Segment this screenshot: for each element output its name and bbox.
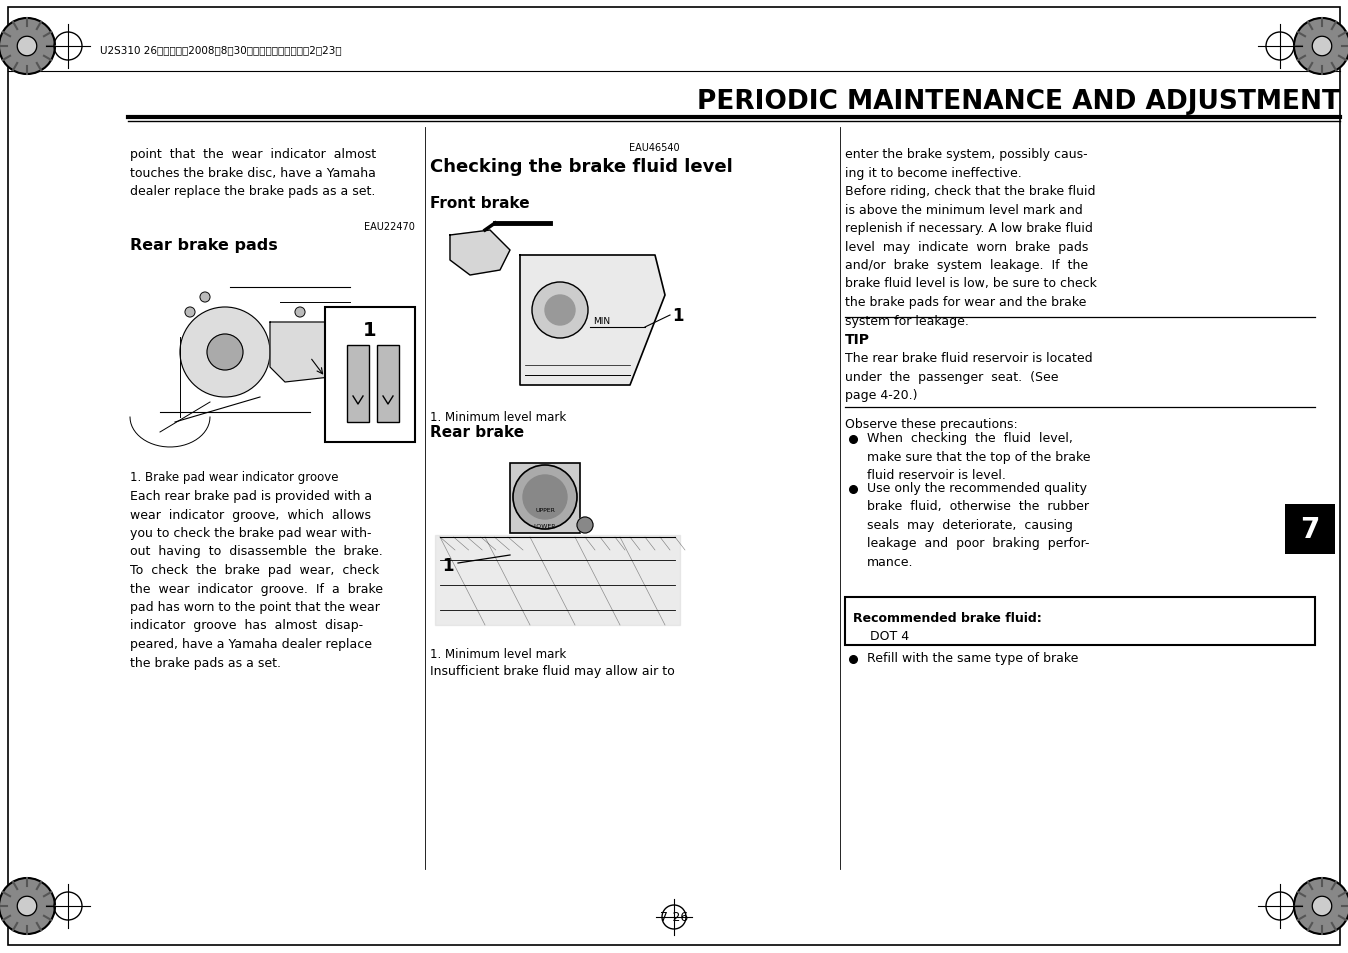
Bar	[510, 463, 580, 534]
Bar	[430, 446, 685, 630]
Bar	[129, 257, 421, 453]
Text: 1: 1	[673, 307, 683, 325]
Circle shape	[577, 517, 593, 534]
Text: DOT 4: DOT 4	[869, 629, 909, 642]
Circle shape	[18, 896, 36, 916]
Circle shape	[208, 335, 243, 371]
Text: point  that  the  wear  indicator  almost
touches the brake disc, have a Yamaha
: point that the wear indicator almost tou…	[129, 148, 376, 198]
Text: The rear brake fluid reservoir is located
under  the  passenger  seat.  (See
pag: The rear brake fluid reservoir is locate…	[845, 352, 1093, 401]
Circle shape	[545, 295, 576, 326]
Bar	[430, 215, 685, 394]
Text: Front brake: Front brake	[430, 195, 530, 211]
Text: 1: 1	[442, 557, 454, 575]
Text: Checking the brake fluid level: Checking the brake fluid level	[430, 158, 733, 175]
Circle shape	[1294, 19, 1348, 75]
Circle shape	[200, 293, 210, 303]
Polygon shape	[450, 231, 510, 275]
Circle shape	[1312, 37, 1332, 57]
Circle shape	[18, 37, 36, 57]
Circle shape	[295, 308, 305, 317]
Polygon shape	[435, 536, 679, 625]
Circle shape	[0, 878, 55, 934]
Text: Refill with the same type of brake: Refill with the same type of brake	[867, 651, 1078, 664]
Bar	[377, 346, 399, 422]
Text: TIP: TIP	[845, 333, 869, 347]
Text: 1. Minimum level mark: 1. Minimum level mark	[430, 411, 566, 423]
Text: PERIODIC MAINTENANCE AND ADJUSTMENT: PERIODIC MAINTENANCE AND ADJUSTMENT	[697, 89, 1340, 115]
Text: Rear brake: Rear brake	[430, 424, 524, 439]
Polygon shape	[270, 323, 340, 382]
Text: EAU22470: EAU22470	[364, 222, 415, 232]
Text: 1. Brake pad wear indicator groove: 1. Brake pad wear indicator groove	[129, 471, 338, 483]
Text: 1. Minimum level mark: 1. Minimum level mark	[430, 647, 566, 660]
Circle shape	[0, 19, 55, 75]
Text: U2S310 26ページ・・2008年8月30日・・土曜日・・午後2時23分: U2S310 26ページ・・2008年8月30日・・土曜日・・午後2時23分	[100, 45, 341, 55]
Bar	[346, 346, 369, 422]
Circle shape	[514, 465, 577, 530]
Text: 7-26: 7-26	[661, 910, 687, 923]
Bar	[845, 598, 1316, 645]
Circle shape	[181, 308, 270, 397]
Text: EAU46540: EAU46540	[630, 143, 679, 152]
Text: LOWER: LOWER	[534, 523, 557, 528]
Text: MIN: MIN	[593, 316, 611, 325]
Text: Each rear brake pad is provided with a
wear  indicator  groove,  which  allows
y: Each rear brake pad is provided with a w…	[129, 490, 383, 669]
Text: When  checking  the  fluid  level,
make sure that the top of the brake
fluid res: When checking the fluid level, make sure…	[867, 432, 1091, 481]
Text: Recommended brake fluid:: Recommended brake fluid:	[853, 612, 1042, 624]
Circle shape	[532, 283, 588, 338]
Polygon shape	[520, 255, 665, 386]
Circle shape	[185, 308, 195, 317]
Circle shape	[523, 476, 568, 519]
Text: Observe these precautions:: Observe these precautions:	[845, 417, 1018, 431]
Text: 7: 7	[1301, 516, 1320, 543]
Bar	[1285, 504, 1335, 555]
Text: Use only the recommended quality
brake  fluid,  otherwise  the  rubber
seals  ma: Use only the recommended quality brake f…	[867, 481, 1089, 568]
Circle shape	[1294, 878, 1348, 934]
Text: 1: 1	[363, 320, 377, 339]
Text: enter the brake system, possibly caus-
ing it to become ineffective.
Before ridi: enter the brake system, possibly caus- i…	[845, 148, 1097, 327]
Text: Rear brake pads: Rear brake pads	[129, 237, 278, 253]
Text: Insufficient brake fluid may allow air to: Insufficient brake fluid may allow air t…	[430, 664, 675, 678]
Text: UPPER: UPPER	[535, 508, 555, 513]
Circle shape	[1312, 896, 1332, 916]
Bar	[325, 308, 415, 442]
